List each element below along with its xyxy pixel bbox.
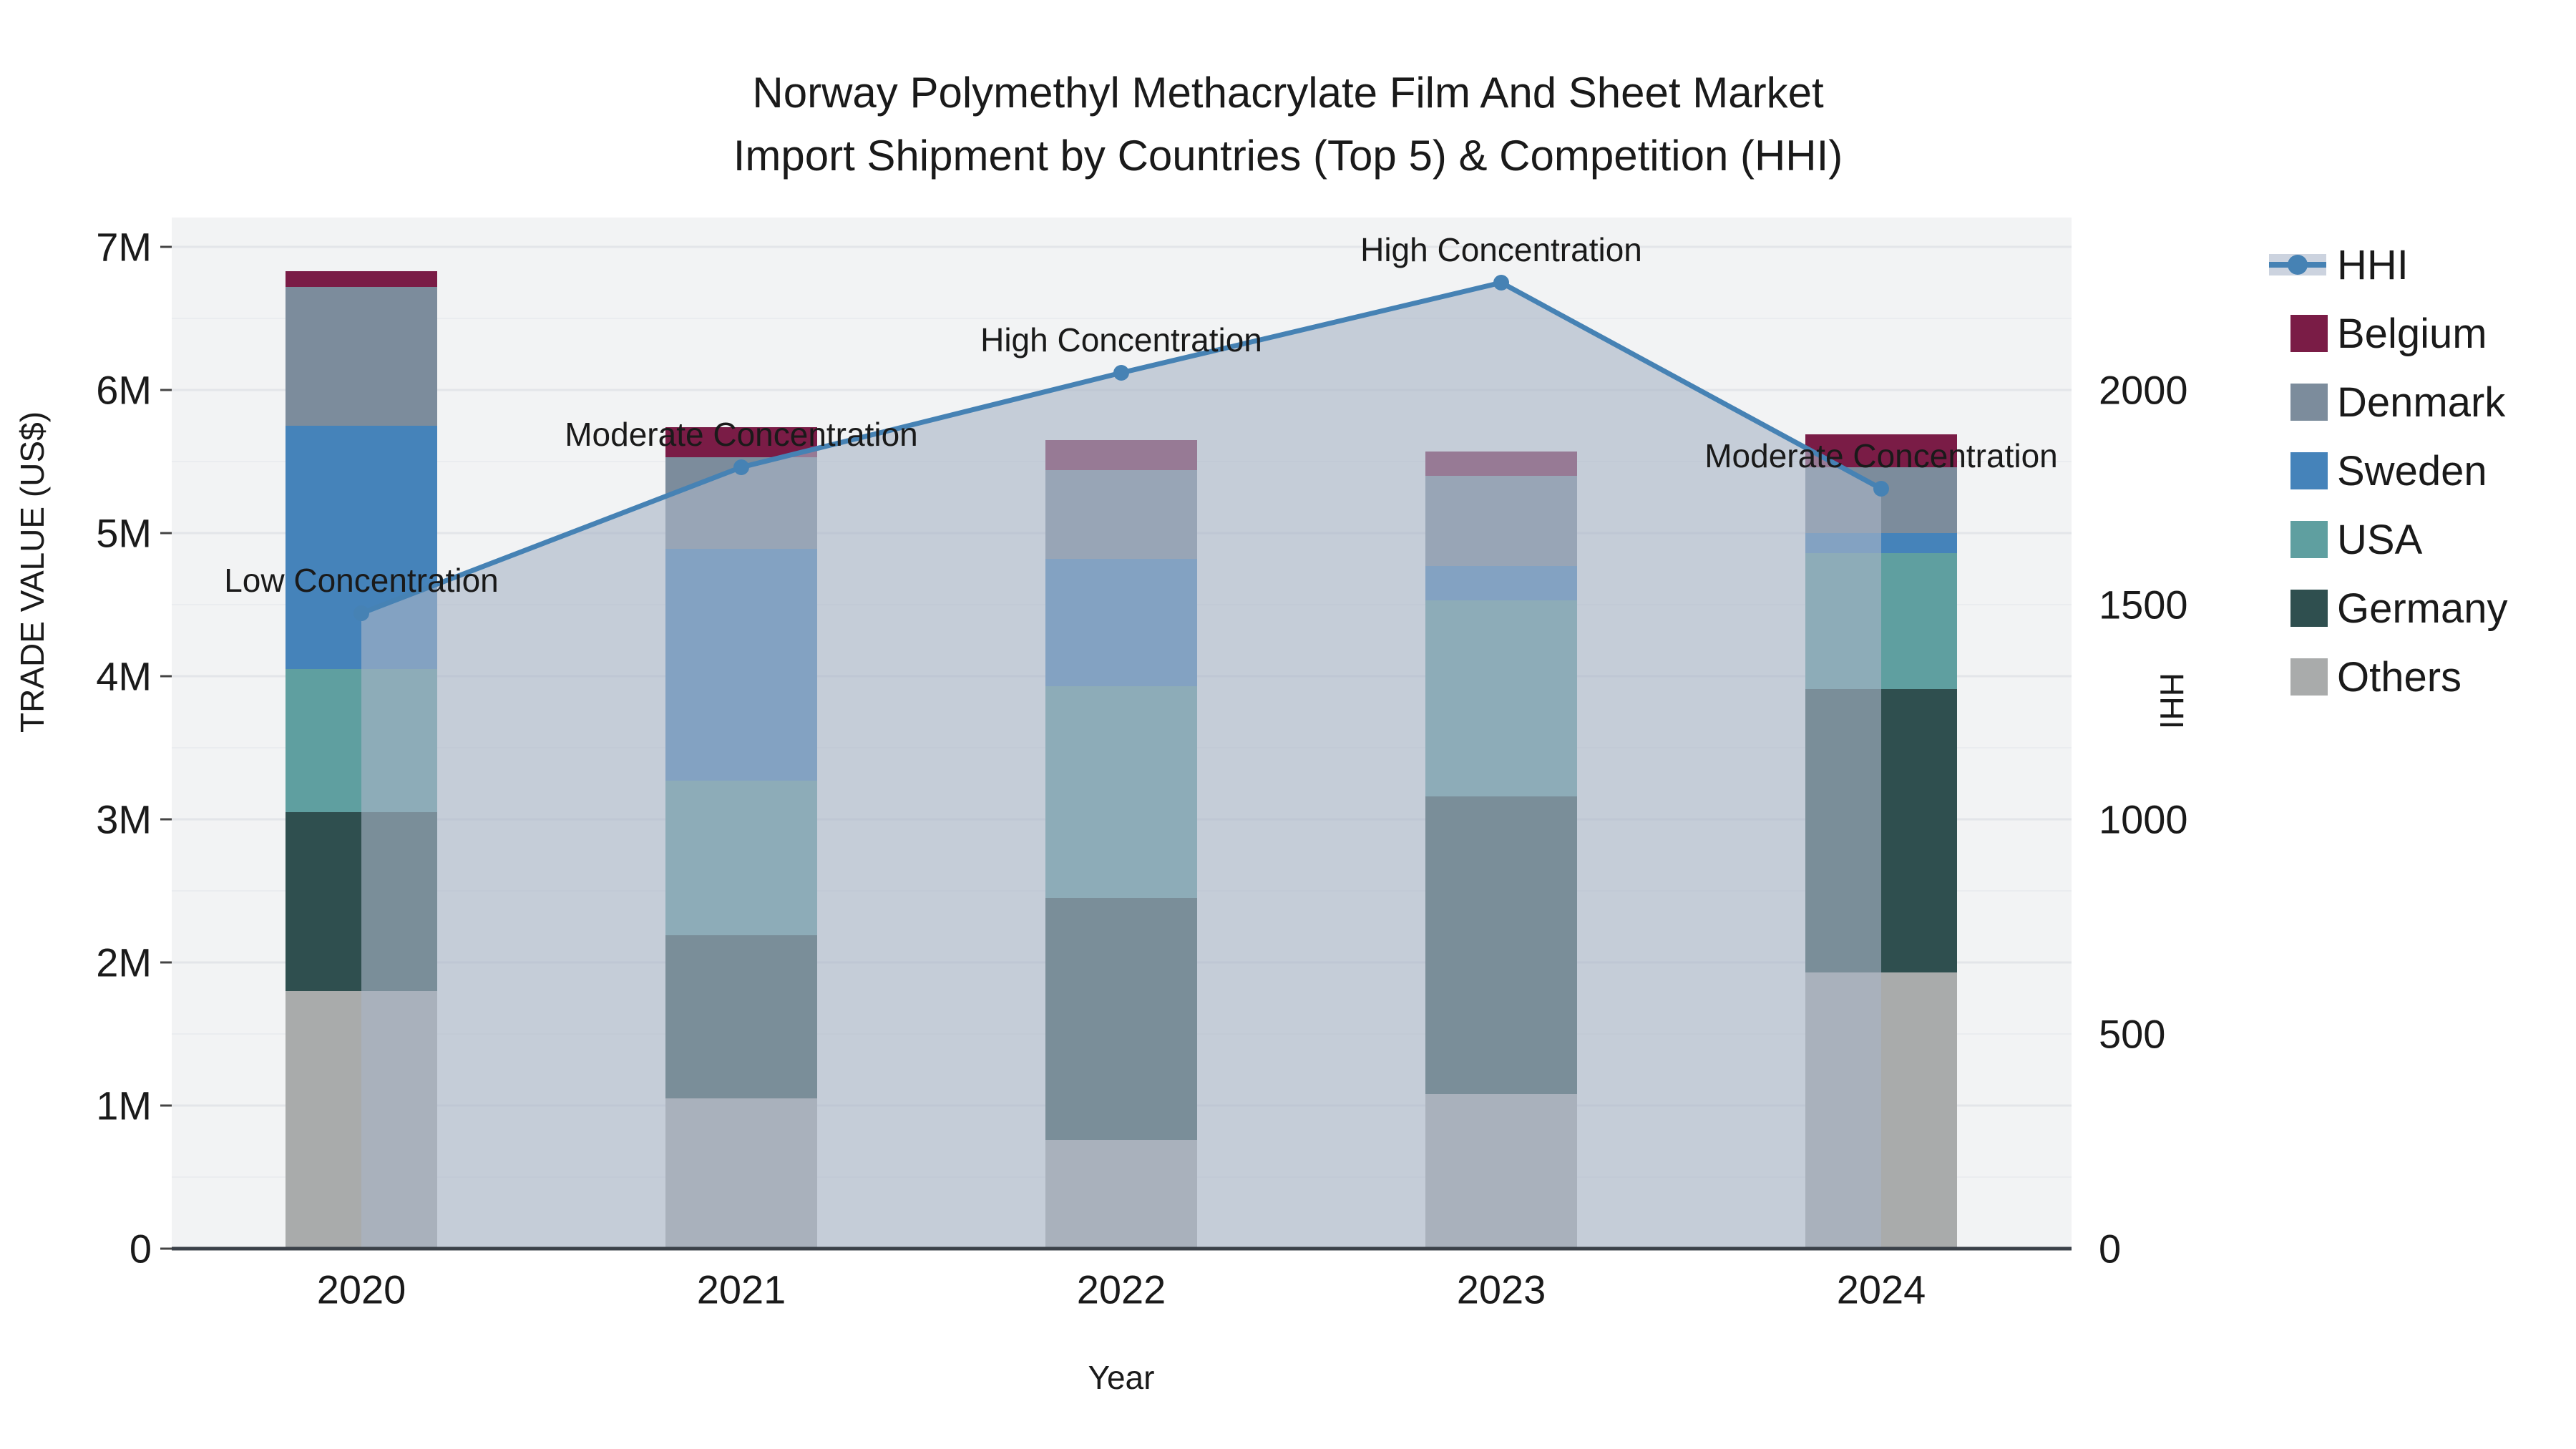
legend-label: USA <box>2337 516 2423 563</box>
x-tick-label: 2024 <box>1837 1267 1926 1312</box>
annotation-2023: High Concentration <box>1360 231 1642 268</box>
legend-label: Belgium <box>2337 310 2487 357</box>
belgium-swatch-icon <box>2290 315 2328 352</box>
hhi-area <box>361 283 1881 1249</box>
chart-title-line2: Import Shipment by Countries (Top 5) & C… <box>733 132 1843 180</box>
bar-segment-belgium-2020[interactable] <box>286 271 437 287</box>
left-tick-label: 6M <box>96 368 152 413</box>
hhi-marker-2020[interactable] <box>353 605 369 621</box>
right-tick-label: 500 <box>2099 1012 2165 1057</box>
legend-item-usa[interactable]: USA <box>2269 505 2508 574</box>
hhi-line-icon <box>2269 243 2337 286</box>
right-axis-ticks: 0 500 1000 1500 2000 <box>2099 368 2188 1272</box>
legend-label: Others <box>2337 653 2462 701</box>
right-tick-label: 1000 <box>2099 797 2188 842</box>
germany-swatch-icon <box>2290 590 2328 627</box>
left-tick-label: 5M <box>96 511 152 556</box>
hhi-marker-2023[interactable] <box>1493 275 1509 291</box>
legend-label: Denmark <box>2337 379 2506 426</box>
x-tick-label: 2022 <box>1077 1267 1166 1312</box>
annotation-2021: Moderate Concentration <box>565 416 918 453</box>
x-tick-label: 2021 <box>697 1267 786 1312</box>
legend-label: Germany <box>2337 585 2508 632</box>
left-tick-label: 1M <box>96 1083 152 1128</box>
usa-swatch-icon <box>2290 521 2328 558</box>
annotation-2024: Moderate Concentration <box>1704 437 2058 474</box>
hhi-marker-2022[interactable] <box>1113 365 1129 381</box>
right-tick-label: 1500 <box>2099 582 2188 628</box>
sweden-swatch-icon <box>2290 452 2328 489</box>
left-tick-label: 2M <box>96 940 152 985</box>
chart-title-line1: Norway Polymethyl Methacrylate Film And … <box>752 69 1824 117</box>
annotation-2020: Low Concentration <box>224 562 499 599</box>
right-tick-label: 2000 <box>2099 368 2188 413</box>
x-axis-ticks: 2020 2021 2022 2023 2024 <box>317 1267 1926 1312</box>
others-swatch-icon <box>2290 658 2328 696</box>
legend-item-sweden[interactable]: Sweden <box>2269 436 2508 505</box>
left-tick-label: 7M <box>96 225 152 270</box>
left-tick-label: 4M <box>96 654 152 699</box>
legend-label: Sweden <box>2337 447 2487 494</box>
legend-item-others[interactable]: Others <box>2269 643 2508 711</box>
right-axis-title: HHI <box>2153 673 2190 730</box>
legend-item-hhi[interactable]: HHI <box>2269 230 2508 299</box>
left-tick-label: 3M <box>96 797 152 842</box>
right-tick-label: 0 <box>2099 1226 2121 1272</box>
x-tick-label: 2020 <box>317 1267 406 1312</box>
bar-segment-denmark-2020[interactable] <box>286 287 437 426</box>
annotation-2022: High Concentration <box>980 321 1262 358</box>
annotations-layer: Low Concentration Moderate Concentration H… <box>224 231 2058 599</box>
legend: HHI Belgium Denmark Sweden USA Germany O… <box>2269 230 2508 711</box>
denmark-swatch-icon <box>2290 384 2328 421</box>
x-axis-title: Year <box>1088 1359 1155 1396</box>
legend-item-germany[interactable]: Germany <box>2269 574 2508 643</box>
legend-label: HHI <box>2337 241 2409 288</box>
hhi-marker-2024[interactable] <box>1873 481 1889 497</box>
left-tick-label: 0 <box>130 1226 152 1272</box>
left-axis-title: TRADE VALUE (US$) <box>14 411 51 733</box>
hhi-marker-2021[interactable] <box>733 459 749 475</box>
left-axis-ticks: 0 1M 2M 3M 4M 5M 6M 7M <box>96 225 172 1272</box>
legend-item-denmark[interactable]: Denmark <box>2269 368 2508 436</box>
x-tick-label: 2023 <box>1457 1267 1546 1312</box>
legend-item-belgium[interactable]: Belgium <box>2269 299 2508 368</box>
